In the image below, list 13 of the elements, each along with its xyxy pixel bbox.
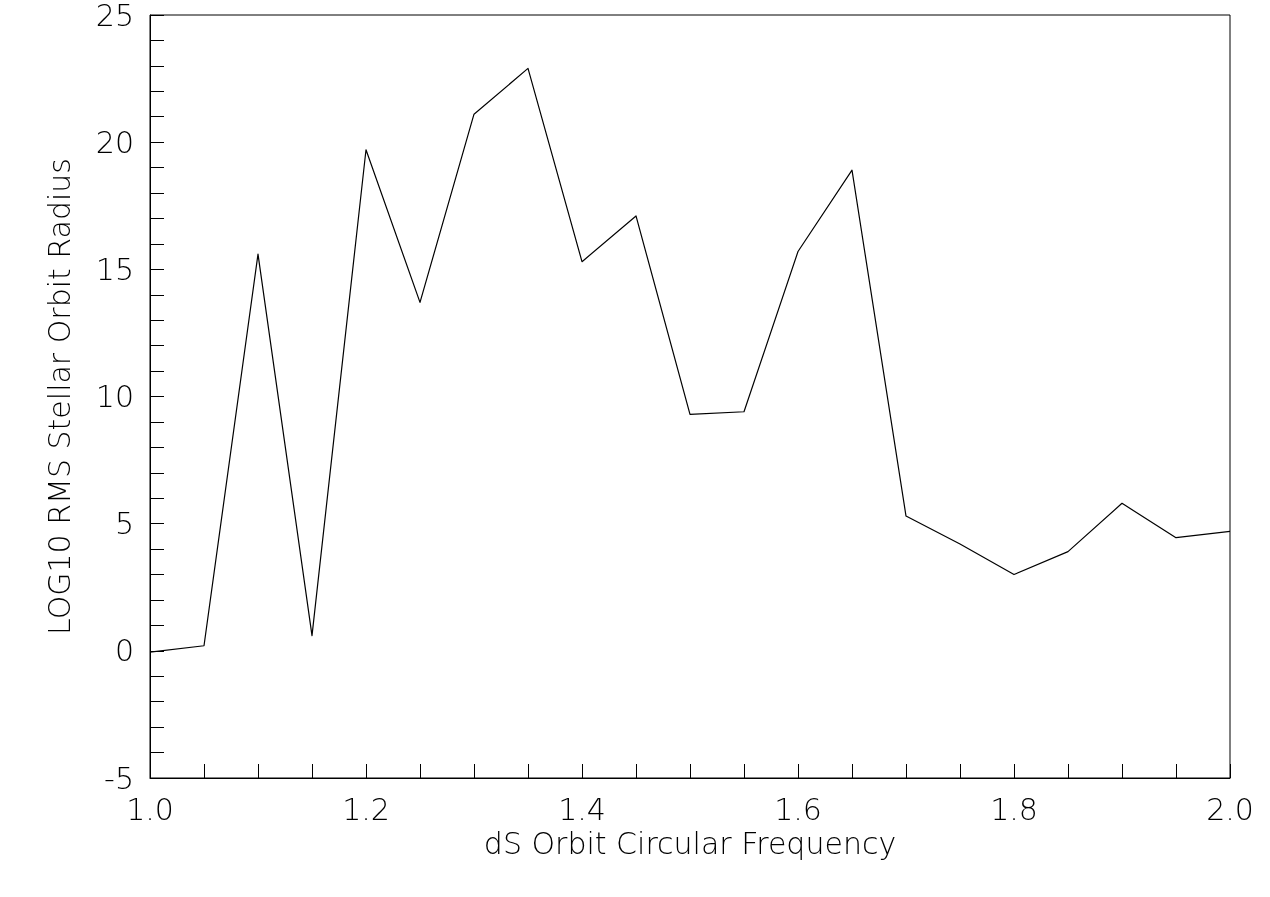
x-tick-label: 1.4 bbox=[558, 791, 606, 827]
y-tick-label: 5 bbox=[114, 506, 134, 542]
y-tick-label: 0 bbox=[114, 633, 134, 669]
y-tick-label: 25 bbox=[95, 0, 134, 33]
x-tick-label: 2.0 bbox=[1206, 791, 1254, 827]
x-tick-label: 1.8 bbox=[990, 791, 1038, 827]
x-axis-title: dS Orbit Circular Frequency bbox=[483, 826, 897, 862]
y-tick-label: 20 bbox=[95, 124, 134, 160]
x-tick-label: 1.2 bbox=[342, 791, 390, 827]
y-tick-label: 15 bbox=[95, 251, 134, 287]
y-tick-label: 10 bbox=[95, 379, 134, 414]
x-tick-label: 1.6 bbox=[774, 791, 822, 827]
y-axis-title: LOG10 RMS Stellar Orbit Radius bbox=[41, 158, 77, 635]
